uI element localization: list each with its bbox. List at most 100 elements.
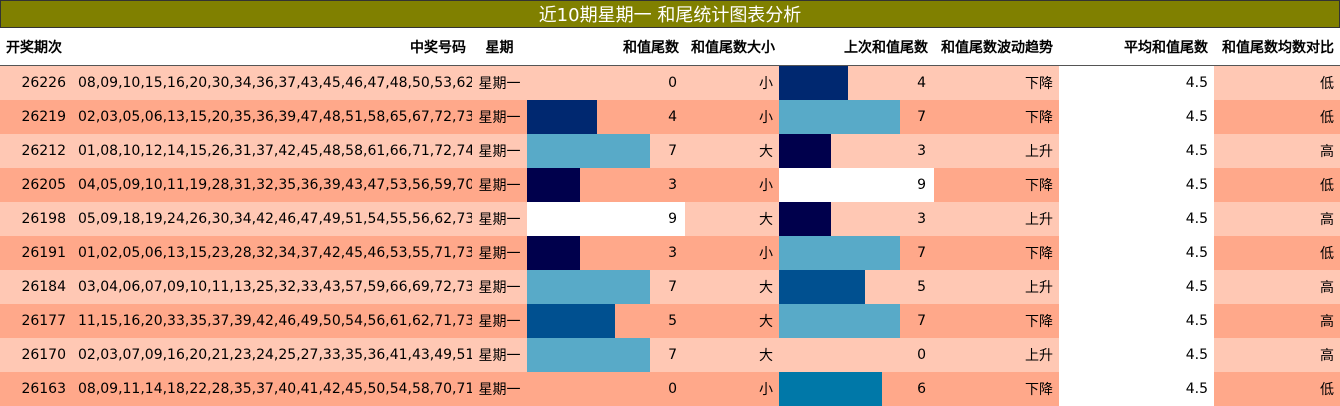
compare-cell: 高 xyxy=(1214,338,1340,372)
size-cell: 大 xyxy=(685,134,779,168)
compare-cell: 高 xyxy=(1214,202,1340,236)
weekday-cell: 星期一 xyxy=(472,202,527,236)
tail-bar xyxy=(527,270,650,304)
size-cell: 大 xyxy=(685,338,779,372)
issue-cell: 26219 xyxy=(0,100,72,134)
header-compare: 和值尾数均数对比 xyxy=(1214,28,1340,66)
table-row: 26198 05,09,18,19,24,26,30,34,42,46,47,49… xyxy=(0,202,1340,236)
tail-bar xyxy=(527,168,580,202)
prev-tail-bar xyxy=(779,66,848,100)
tail-value: 4 xyxy=(668,109,677,125)
tail-cell: 7 xyxy=(527,270,685,304)
issue-cell: 26163 xyxy=(0,372,72,406)
issue-cell: 26198 xyxy=(0,202,72,236)
prev-tail-bar xyxy=(779,202,831,236)
trend-cell: 上升 xyxy=(934,270,1059,304)
header-weekday: 星期 xyxy=(472,28,527,66)
header-tail: 和值尾数 xyxy=(527,28,685,66)
compare-cell: 低 xyxy=(1214,372,1340,406)
weekday-cell: 星期一 xyxy=(472,168,527,202)
avg-cell: 4.5 xyxy=(1059,270,1214,304)
size-cell: 大 xyxy=(685,304,779,338)
tail-bar xyxy=(527,236,580,270)
table-row: 26184 03,04,06,07,09,10,11,13,25,32,33,43… xyxy=(0,270,1340,304)
prev-tail-value: 9 xyxy=(917,177,926,193)
issue-cell: 26170 xyxy=(0,338,72,372)
table-row: 26163 08,09,11,14,18,22,28,35,37,40,41,42… xyxy=(0,372,1340,406)
avg-cell: 4.5 xyxy=(1059,304,1214,338)
prev-tail-cell: 3 xyxy=(779,202,934,236)
prev-tail-bar xyxy=(779,304,900,338)
tail-value: 0 xyxy=(668,381,677,397)
tail-cell: 4 xyxy=(527,100,685,134)
prev-tail-value: 3 xyxy=(917,211,926,227)
weekday-cell: 星期一 xyxy=(472,304,527,338)
trend-cell: 上升 xyxy=(934,134,1059,168)
tail-value: 7 xyxy=(668,279,677,295)
numbers-cell: 02,03,05,06,13,15,20,35,36,39,47,48,51,5… xyxy=(72,100,472,134)
compare-cell: 高 xyxy=(1214,304,1340,338)
prev-tail-value: 7 xyxy=(917,245,926,261)
weekday-cell: 星期一 xyxy=(472,338,527,372)
trend-cell: 下降 xyxy=(934,372,1059,406)
weekday-cell: 星期一 xyxy=(472,65,527,100)
tail-cell: 3 xyxy=(527,236,685,270)
tail-cell: 7 xyxy=(527,338,685,372)
prev-tail-cell: 7 xyxy=(779,236,934,270)
compare-cell: 低 xyxy=(1214,65,1340,100)
numbers-cell: 04,05,09,10,11,19,28,31,32,35,36,39,43,4… xyxy=(72,168,472,202)
tail-value: 0 xyxy=(668,75,677,91)
avg-cell: 4.5 xyxy=(1059,372,1214,406)
table-row: 26177 11,15,16,20,33,35,37,39,42,46,49,50… xyxy=(0,304,1340,338)
prev-tail-value: 7 xyxy=(917,109,926,125)
weekday-cell: 星期一 xyxy=(472,134,527,168)
avg-cell: 4.5 xyxy=(1059,100,1214,134)
issue-cell: 26212 xyxy=(0,134,72,168)
weekday-cell: 星期一 xyxy=(472,236,527,270)
tail-value: 7 xyxy=(668,347,677,363)
weekday-cell: 星期一 xyxy=(472,372,527,406)
size-cell: 大 xyxy=(685,270,779,304)
prev-tail-cell: 7 xyxy=(779,100,934,134)
prev-tail-cell: 3 xyxy=(779,134,934,168)
prev-tail-cell: 4 xyxy=(779,65,934,100)
issue-cell: 26191 xyxy=(0,236,72,270)
trend-cell: 上升 xyxy=(934,202,1059,236)
tail-cell: 0 xyxy=(527,372,685,406)
prev-tail-bar xyxy=(779,168,934,202)
avg-cell: 4.5 xyxy=(1059,338,1214,372)
avg-cell: 4.5 xyxy=(1059,236,1214,270)
table-body: 26226 08,09,10,15,16,20,30,34,36,37,43,45… xyxy=(0,65,1340,406)
prev-tail-value: 5 xyxy=(917,279,926,295)
numbers-cell: 01,08,10,12,14,15,26,31,37,42,45,48,58,6… xyxy=(72,134,472,168)
trend-cell: 下降 xyxy=(934,100,1059,134)
numbers-cell: 01,02,05,06,13,15,23,28,32,34,37,42,45,4… xyxy=(72,236,472,270)
trend-cell: 上升 xyxy=(934,338,1059,372)
issue-cell: 26177 xyxy=(0,304,72,338)
compare-cell: 低 xyxy=(1214,236,1340,270)
numbers-cell: 08,09,11,14,18,22,28,35,37,40,41,42,45,5… xyxy=(72,372,472,406)
prev-tail-cell: 5 xyxy=(779,270,934,304)
weekday-cell: 星期一 xyxy=(472,270,527,304)
prev-tail-bar xyxy=(779,134,831,168)
prev-tail-cell: 0 xyxy=(779,338,934,372)
avg-cell: 4.5 xyxy=(1059,168,1214,202)
header-row: 开奖期次 中奖号码 星期 和值尾数 和值尾数大小 上次和值尾数 和值尾数波动趋势… xyxy=(0,28,1340,66)
trend-cell: 下降 xyxy=(934,65,1059,100)
trend-cell: 下降 xyxy=(934,304,1059,338)
tail-value: 9 xyxy=(668,211,677,227)
page-title: 近10期星期一 和尾统计图表分析 xyxy=(0,0,1340,28)
tail-bar xyxy=(527,100,598,134)
tail-value: 7 xyxy=(668,143,677,159)
numbers-cell: 08,09,10,15,16,20,30,34,36,37,43,45,46,4… xyxy=(72,65,472,100)
prev-tail-value: 4 xyxy=(917,75,926,91)
table-row: 26205 04,05,09,10,11,19,28,31,32,35,36,39… xyxy=(0,168,1340,202)
weekday-cell: 星期一 xyxy=(472,100,527,134)
prev-tail-cell: 6 xyxy=(779,372,934,406)
stats-table: 开奖期次 中奖号码 星期 和值尾数 和值尾数大小 上次和值尾数 和值尾数波动趋势… xyxy=(0,28,1340,406)
tail-bar xyxy=(527,202,685,236)
tail-cell: 3 xyxy=(527,168,685,202)
compare-cell: 高 xyxy=(1214,270,1340,304)
size-cell: 大 xyxy=(685,202,779,236)
prev-tail-value: 0 xyxy=(917,347,926,363)
